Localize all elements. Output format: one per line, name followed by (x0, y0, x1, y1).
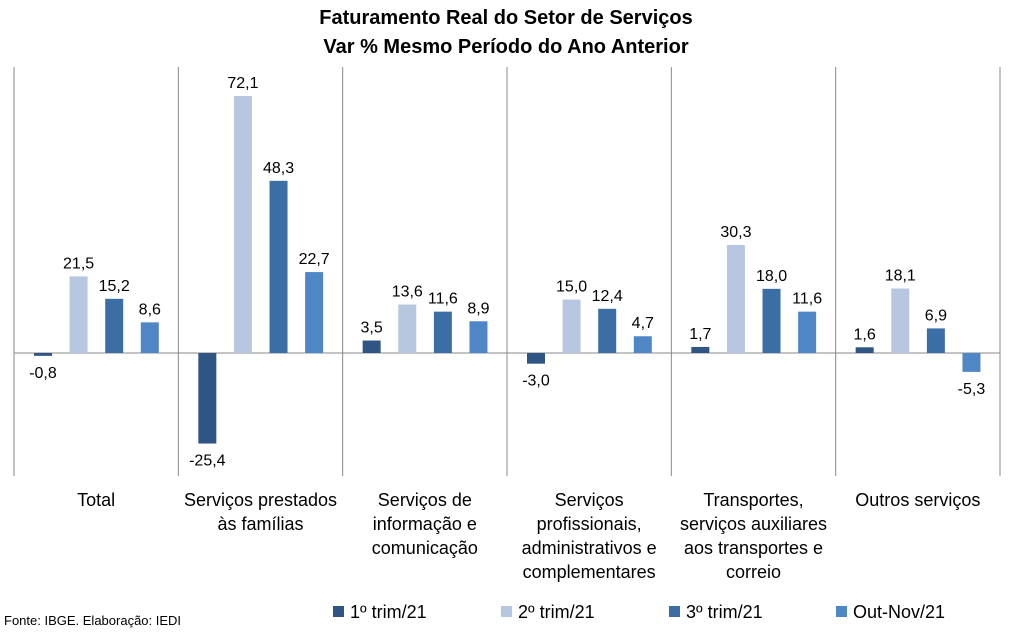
data-label: 12,4 (592, 288, 623, 305)
bar (691, 346, 710, 353)
data-label: -0,8 (29, 365, 57, 382)
chart-subtitle: Var % Mesmo Período do Ano Anterior (323, 36, 688, 58)
bar (527, 353, 545, 364)
source-note: Fonte: IBGE. Elaboração: IEDI (4, 613, 181, 628)
bar (105, 298, 124, 353)
bar (269, 180, 288, 353)
bar (198, 353, 217, 444)
plot-area: -0,8 21,5 15,2 8,6 Total -25,4 72,1 48,3 22,7 Ser… (13, 67, 1001, 582)
data-label: 72,1 (227, 75, 258, 92)
data-label: 22,7 (299, 251, 330, 268)
data-label: 1,7 (689, 326, 711, 343)
bar (433, 311, 452, 353)
data-label: 13,6 (392, 284, 423, 301)
legend: 1º trim/21 2º trim/21 3º trim/21 Out-Nov/21 (333, 602, 945, 622)
data-label: 21,5 (63, 255, 94, 272)
legend-swatch (501, 606, 512, 617)
bar (962, 353, 981, 372)
data-label: -3,0 (522, 373, 550, 390)
data-label: -5,3 (958, 381, 986, 398)
chart-title: Faturamento Real do Setor de Serviços (319, 7, 692, 29)
legend-swatch (669, 606, 680, 617)
bar (798, 311, 817, 353)
data-label: 48,3 (263, 160, 294, 177)
bar (69, 276, 88, 353)
bar (562, 299, 581, 353)
data-label: 4,7 (632, 315, 654, 332)
legend-label: 3º trim/21 (686, 602, 763, 622)
data-label: 8,9 (467, 300, 489, 317)
bar (598, 308, 617, 353)
bar (233, 96, 252, 353)
bar (140, 322, 159, 353)
bar (34, 353, 52, 356)
bar (891, 288, 910, 353)
data-label: 11,6 (428, 291, 458, 308)
data-label: 8,6 (139, 301, 161, 318)
legend-label: 1º trim/21 (350, 602, 427, 622)
data-label: 18,1 (885, 267, 916, 284)
data-label: 11,6 (792, 291, 822, 308)
data-label: 18,0 (756, 268, 787, 285)
data-label: 3,5 (361, 320, 383, 337)
data-label: 15,2 (99, 278, 130, 295)
data-label: 15,0 (556, 279, 587, 296)
category-label: Total (77, 490, 115, 510)
data-label: -25,4 (189, 453, 226, 470)
legend-label: 2º trim/21 (518, 602, 595, 622)
bar (305, 272, 324, 353)
bar (855, 347, 874, 353)
bar (926, 328, 945, 353)
category-label: Serviços prestados às famílias (184, 490, 337, 534)
legend-swatch (333, 606, 344, 617)
category-label: Serviços de informação e comunicação (372, 490, 478, 558)
bar (726, 244, 745, 353)
bar (762, 288, 781, 353)
category-label: Transportes, serviços auxiliares aos trans… (680, 490, 827, 582)
legend-label: Out-Nov/21 (853, 602, 945, 622)
bar (469, 321, 488, 353)
bar (398, 304, 417, 353)
legend-swatch (836, 606, 847, 617)
data-label: 30,3 (720, 224, 751, 241)
category-label: Outros serviços (855, 490, 980, 510)
data-label: 1,6 (854, 326, 876, 343)
data-label: 6,9 (925, 307, 947, 324)
bar (633, 336, 652, 353)
bar (362, 340, 381, 353)
